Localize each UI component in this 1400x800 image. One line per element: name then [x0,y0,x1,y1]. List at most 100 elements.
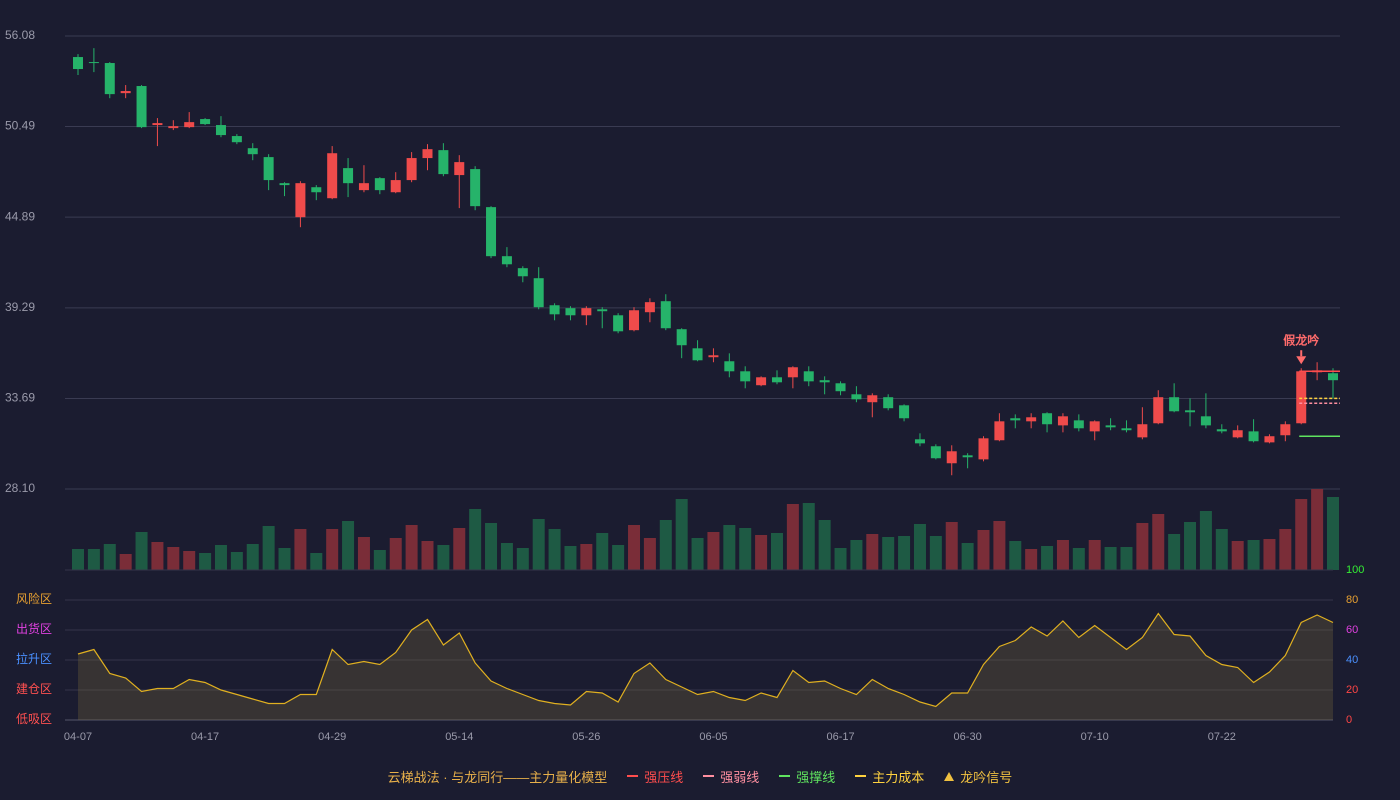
candle-body [549,305,560,315]
candle-body [1169,397,1180,412]
candle-body [374,178,385,191]
volume-bar [469,509,482,570]
osc-tick-label: 20 [1346,684,1358,696]
y-tick-label: 39.29 [5,300,35,314]
volume-bar [532,519,545,570]
candle-body [629,310,640,331]
volume-bar [659,520,672,570]
legend-label: 强压线 [644,769,684,785]
volume-bar [1104,547,1117,570]
osc-tick-label: 40 [1346,654,1358,666]
volume-bar [882,537,895,570]
volume-bar [929,536,942,570]
candle-body [851,394,862,400]
volume-bar [564,546,577,570]
candle-body [454,162,465,176]
candle-body [136,86,147,128]
volume-bar [373,550,386,570]
volume-bar [786,504,799,570]
candle-body [1010,418,1021,421]
volume-bar [1168,534,1181,570]
osc-tick-label: 100 [1346,564,1364,576]
candle-body [88,62,99,64]
legend-title: 云梯战法 · 与龙同行——主力量化模型 [387,769,608,785]
volume-bar [485,523,498,570]
volume-bar [1056,540,1069,570]
volume-bar [72,549,84,570]
legend-item: 强压线 [627,767,683,786]
x-tick-label: 07-22 [1208,731,1236,743]
candle-body [1026,417,1037,422]
candle-body [899,405,910,419]
volume-bar [1120,547,1133,570]
legend-item: 龙吟信号 [944,767,1012,786]
volume-bar [1279,529,1292,570]
candle-body [358,183,369,191]
candle-body [390,180,401,193]
zone-label: 低吸区 [16,712,52,726]
volume-bar [357,537,370,570]
volume-bar [755,535,768,570]
volume-bar [707,532,720,570]
candle-body [660,301,671,329]
volume-bar [87,549,100,570]
volume-bar [898,536,911,570]
candle-body [1089,421,1100,432]
candle-body [835,383,846,392]
osc-tick-label: 0 [1346,714,1352,726]
volume-bar [1311,489,1324,570]
volume-bar [818,520,831,570]
x-tick-label: 06-30 [954,731,982,743]
candle-body [819,380,830,383]
candle-body [311,187,322,193]
candle-body [486,207,497,257]
candle-body [533,278,544,308]
candle-body [740,371,751,382]
volume-bar [1247,540,1260,570]
candle-body [803,371,814,382]
volume-bar [739,528,752,570]
volume-bar [1199,511,1212,570]
x-tick-label: 04-17 [191,731,219,743]
volume-bar [1088,540,1101,570]
candle-body [1216,429,1227,432]
volume-bar [1009,541,1022,570]
legend-swatch [627,775,639,777]
volume-bar [516,548,529,570]
volume-bar [405,525,418,570]
candle-body [1121,428,1132,431]
volume-bar [103,544,116,570]
zone-label: 建仓区 [16,682,52,696]
candle-body [422,149,433,159]
candle-body [1248,431,1259,442]
candle-body [1264,436,1275,443]
osc-tick-label: 60 [1346,624,1358,636]
volume-bar [278,548,291,570]
candle-body [406,158,417,181]
volume-bar [596,533,609,570]
volume-bar [326,529,339,570]
volume-bar [1136,523,1149,570]
volume-bar [643,538,656,570]
candle-body [1153,397,1164,424]
candle-body [343,168,354,184]
volume-bar [993,521,1006,570]
volume-bar [246,544,259,570]
candle-body [184,122,195,128]
candle-body [1105,425,1116,428]
signal-arrow [1296,356,1307,365]
candle-body [73,57,83,70]
candle-body [994,421,1005,441]
volume-bar [691,538,704,570]
candle-body [120,91,131,94]
y-tick-label: 56.08 [5,28,35,42]
x-tick-label: 04-29 [318,731,346,743]
candle-body [930,446,941,459]
legend-swatch [779,775,791,777]
volume-bar [770,533,783,570]
candle-body [787,367,798,378]
volume-bar [230,552,243,570]
volume-bar [1215,529,1228,570]
legend-swatch [855,775,867,777]
